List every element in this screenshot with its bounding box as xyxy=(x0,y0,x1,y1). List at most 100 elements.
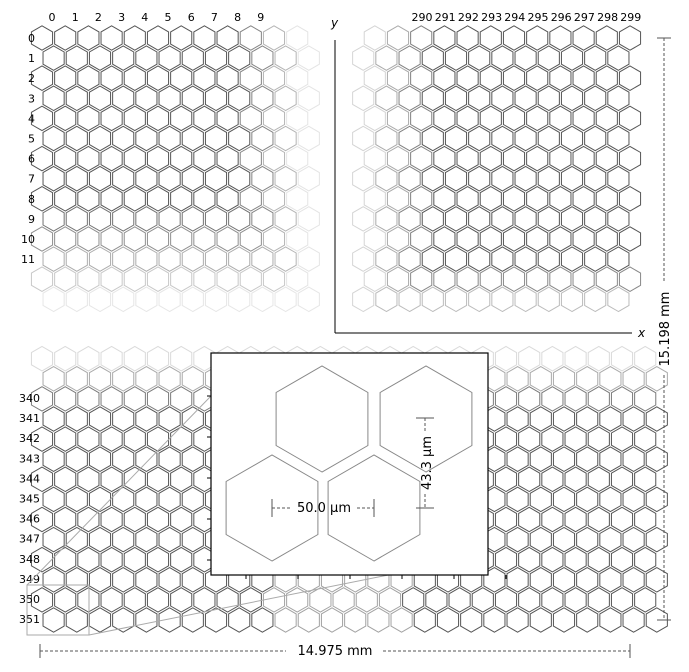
hexagon-pixel xyxy=(158,567,181,593)
row-label: 3 xyxy=(28,92,35,105)
hexagon-pixel xyxy=(30,25,54,51)
hexagon-pixel xyxy=(518,386,541,412)
hexagon-pixel xyxy=(54,546,77,573)
row-labels-bottom: 340 341 342 343 344 345 346 347 348 349 350 351 xyxy=(19,392,40,626)
hexagon-pixel xyxy=(529,446,552,472)
hexagon-pixel xyxy=(494,426,518,452)
hexagon-pixel xyxy=(100,426,123,452)
hexagon-pixel xyxy=(239,266,262,292)
hexagon-pixel xyxy=(204,206,228,232)
hexagon-pixel xyxy=(587,466,610,493)
hexagon-pixel xyxy=(468,45,491,71)
row-label: 347 xyxy=(19,533,40,546)
hexagon-pixel xyxy=(514,246,537,272)
hexagon-pixel xyxy=(514,85,537,112)
hexagon-pixel xyxy=(491,85,514,112)
hexagon-pixel xyxy=(576,567,599,593)
hexagon-pixel xyxy=(54,105,77,132)
hexagon-pixel xyxy=(146,587,170,613)
hexagon-pixel xyxy=(65,526,88,553)
hexagon-pixel xyxy=(610,546,634,573)
hexagon-pixel xyxy=(645,366,668,392)
hexagon-pixel xyxy=(549,266,572,292)
hexagon-pixel xyxy=(479,226,502,252)
hexagon-pixel xyxy=(386,105,410,132)
hexagon-pixel xyxy=(363,226,386,252)
hexagon-pixel xyxy=(526,25,549,51)
hexagon-pixel xyxy=(587,587,610,613)
hexagon-pixel xyxy=(576,366,599,392)
hexagon-pixel xyxy=(274,246,297,272)
column-label: 294 xyxy=(504,11,525,24)
hexagon-pixel xyxy=(65,567,88,593)
hexagon-pixel xyxy=(541,345,564,372)
hexagon-pixel xyxy=(375,85,398,112)
coordinate-axes: y x xyxy=(330,16,646,340)
hexagon-pixel xyxy=(112,406,135,432)
hexagon-pixel xyxy=(514,45,537,71)
hexagon-pixel xyxy=(42,567,65,593)
column-label: 292 xyxy=(458,11,479,24)
hexagon-pixel xyxy=(77,226,100,252)
hexagon-pixel xyxy=(491,45,514,71)
row-label: 340 xyxy=(19,392,40,405)
hexagon-pixel xyxy=(595,65,618,91)
hexagon-pixel xyxy=(112,366,135,392)
hexagon-pixel xyxy=(228,125,251,152)
hexagon-pixel xyxy=(494,587,518,613)
hexagon-pixel xyxy=(560,246,584,272)
hexagon-pixel xyxy=(421,165,444,192)
hexagon-pixel xyxy=(65,246,88,272)
hexagon-pixel xyxy=(42,246,65,272)
hexagon-pixel xyxy=(181,125,204,152)
hexagon-pixel xyxy=(158,125,181,152)
hexagon-pixel xyxy=(436,607,460,633)
hexagon-pixel xyxy=(77,587,100,613)
hexagon-pixel xyxy=(564,466,587,493)
row-label: 341 xyxy=(19,412,40,425)
column-label: 2 xyxy=(95,11,102,24)
hexagon-pixel xyxy=(146,266,170,292)
inset-ticks xyxy=(207,395,507,579)
hexagon-pixel xyxy=(158,406,181,432)
hexagon-pixel xyxy=(584,246,607,272)
hexagon-pixel xyxy=(549,226,572,252)
hexagon-pixel xyxy=(634,506,657,533)
y-axis-label: y xyxy=(330,16,339,30)
hex-grid-top-left xyxy=(30,25,320,313)
hexagon-pixel xyxy=(610,386,634,412)
hexagon-pixel xyxy=(135,526,158,553)
hexagon-pixel xyxy=(618,266,642,292)
hexagon-pixel xyxy=(537,165,560,192)
hexagon-pixel xyxy=(518,587,541,613)
row-label: 11 xyxy=(21,253,35,266)
hexagon-pixel xyxy=(123,506,146,533)
hexagon-pixel xyxy=(88,607,112,633)
hexagon-pixel xyxy=(123,386,146,412)
hexagon-pixel xyxy=(239,186,262,212)
hexagon-pixel xyxy=(549,25,572,51)
hexagon-pixel xyxy=(444,246,468,272)
hexagon-pixel xyxy=(363,25,386,51)
hexagon-pixel xyxy=(444,125,468,152)
hexagon-pixel xyxy=(549,105,572,132)
hexagon-pixel xyxy=(30,145,54,172)
hexagon-pixel xyxy=(65,366,88,392)
row-label: 349 xyxy=(19,573,40,586)
hexagon-pixel xyxy=(262,266,286,292)
hexagon-pixel xyxy=(398,125,421,152)
hexagon-pixel xyxy=(65,85,88,112)
hexagon-pixel xyxy=(228,85,251,112)
hexagon-pixel xyxy=(599,567,622,593)
hexagon-pixel xyxy=(456,105,479,132)
hexagon-pixel xyxy=(541,386,564,412)
hexagon-pixel xyxy=(112,85,135,112)
hexagon-pixel xyxy=(65,125,88,152)
column-label: 295 xyxy=(528,11,549,24)
hexagon-pixel xyxy=(170,65,193,91)
column-label: 296 xyxy=(551,11,572,24)
hexagon-pixel xyxy=(618,105,642,132)
hexagon-pixel xyxy=(146,426,170,452)
hexagon-pixel xyxy=(352,286,375,313)
hexagon-pixel xyxy=(112,206,135,232)
